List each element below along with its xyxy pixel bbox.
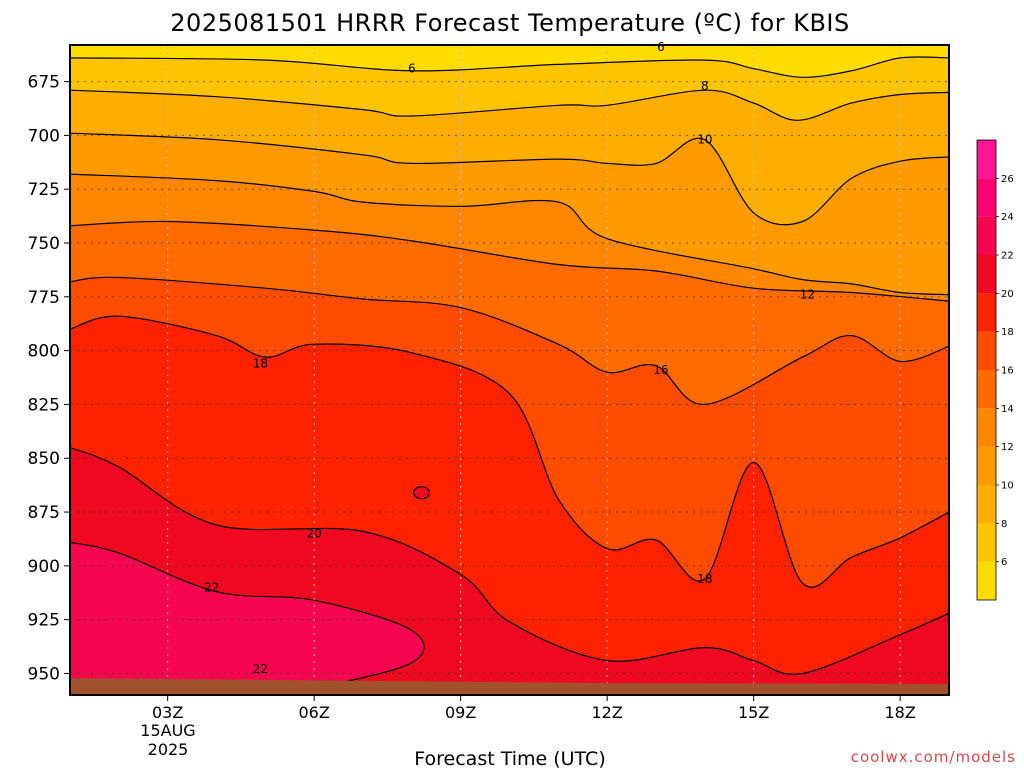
x-axis-title: Forecast Time (UTC) [414, 748, 605, 768]
contour-label-10: 10 [697, 133, 712, 147]
contour-line-16 [70, 276, 949, 406]
y-tick-label: 825 [28, 395, 60, 415]
colorbar-tick-label: 6 [1001, 557, 1007, 568]
contour-label-6: 6 [657, 40, 665, 54]
contour-line-6 [70, 56, 949, 78]
contour-label-22: 22 [253, 662, 268, 676]
colorbar-tick-label: 8 [1001, 519, 1007, 530]
colorbar-tick-label: 22 [1001, 251, 1014, 262]
colorbar-swatch [977, 293, 996, 332]
x-tick-label: 15Z [738, 703, 769, 722]
colorbar-swatch [977, 178, 996, 217]
colorbar-tick-label: 12 [1001, 442, 1014, 453]
y-tick-label: 725 [28, 180, 60, 200]
contour-line-20 [70, 446, 949, 675]
date-label-day: 15AUG [140, 721, 195, 740]
contour-label-8: 8 [701, 79, 709, 93]
credit-text: coolwx.com/models [851, 748, 1016, 766]
colorbar-swatch [977, 216, 996, 255]
terrain-fill [70, 678, 949, 695]
x-tick-label: 12Z [592, 703, 623, 722]
x-tick-label: 06Z [299, 703, 330, 722]
y-tick-label: 775 [28, 288, 60, 308]
colorbar-tick-label: 10 [1001, 481, 1014, 492]
contour-line-8 [70, 89, 949, 121]
x-tick-label: 03Z [152, 703, 183, 722]
contour-label-18: 18 [697, 572, 712, 586]
contour-label-12: 12 [800, 288, 815, 302]
colorbar-tick-label: 24 [1001, 212, 1014, 223]
colorbar-swatch [977, 408, 996, 447]
colorbar-tick-label: 16 [1001, 366, 1014, 377]
contour-label-20: 20 [307, 527, 322, 541]
contour-label-layer: 6 6 8 10 12 16 18 18 20 22 22 [204, 40, 815, 676]
contour-label-22: 22 [204, 580, 219, 594]
contour-lines [70, 56, 949, 690]
colorbar-swatch [977, 331, 996, 370]
plot-frame [69, 44, 950, 696]
temperature-fill-layer [70, 45, 949, 695]
colorbar-swatch [977, 370, 996, 409]
date-label-year: 2025 [148, 740, 189, 759]
band-20-pocket [413, 486, 430, 499]
y-tick-label: 675 [28, 73, 60, 93]
x-tick-label: 09Z [445, 703, 476, 722]
colorbar-swatch [977, 523, 996, 562]
terrain-layer [70, 678, 949, 695]
y-tick-label: 850 [28, 449, 60, 469]
contour-line-20-pocket [413, 486, 431, 500]
colorbar-tick-label: 20 [1001, 289, 1014, 300]
colorbar-swatch [977, 140, 996, 179]
x-tick-label: 18Z [885, 703, 916, 722]
colorbar-swatch [977, 485, 996, 524]
chart-title: 2025081501 HRRR Forecast Temperature (ºC… [170, 9, 849, 37]
colorbar-swatch [977, 561, 996, 600]
y-tick-label: 700 [28, 126, 60, 146]
y-tick-label: 950 [28, 664, 60, 684]
y-tick-label: 800 [28, 342, 60, 362]
colorbar-swatch [977, 446, 996, 485]
colorbar-swatch [977, 255, 996, 294]
y-axis: 675 700 725 750 775 800 825 850 875 900 925 950 [28, 73, 70, 684]
colorbar: 6 8 10 12 14 16 18 20 22 24 26 [976, 139, 1014, 601]
contour-line-22 [70, 541, 425, 690]
colorbar-tick-label: 18 [1001, 327, 1014, 338]
x-axis: 03Z 06Z 09Z 12Z 15Z 18Z [152, 695, 916, 722]
y-tick-label: 875 [28, 503, 60, 523]
y-tick-label: 750 [28, 234, 60, 254]
y-tick-label: 925 [28, 611, 60, 631]
contour-label-6: 6 [408, 62, 416, 76]
band-22 [70, 542, 425, 695]
colorbar-tick-label: 26 [1001, 174, 1014, 185]
contour-line-12 [70, 173, 949, 296]
contour-line-10 [70, 132, 949, 226]
colorbar-tick-label: 14 [1001, 404, 1014, 415]
contour-label-16: 16 [653, 363, 668, 377]
contour-line-18 [70, 315, 949, 588]
y-tick-label: 900 [28, 557, 60, 577]
contour-line-14 [70, 220, 949, 302]
contour-label-18: 18 [253, 357, 268, 371]
